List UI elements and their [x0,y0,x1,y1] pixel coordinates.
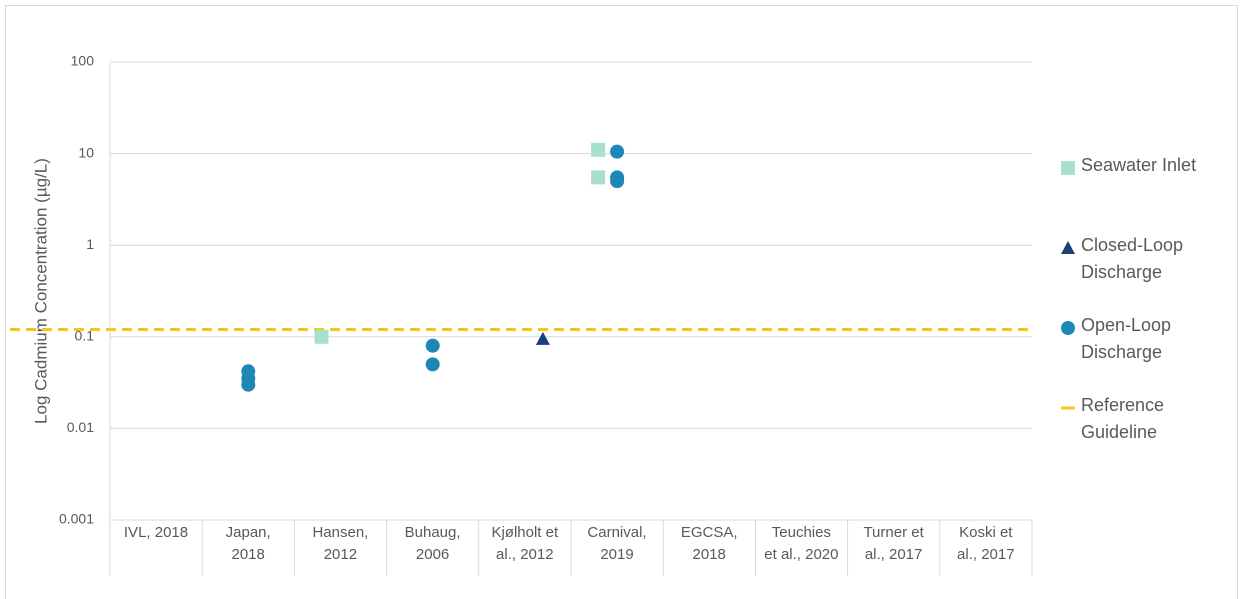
point [535,331,550,345]
point [610,144,625,159]
legend-label: Reference Guideline [1081,395,1165,442]
point [425,338,440,353]
legend-label: Seawater Inlet [1081,155,1197,175]
point [425,357,440,372]
legend-label: Closed-Loop Discharge [1081,235,1184,282]
point [591,142,606,157]
x-tick-label: Kjølholt et al., 2012 [491,524,559,563]
x-tick-label: Koski et al., 2017 [957,524,1015,563]
x-tick-label: Japan, 2018 [225,524,271,563]
y-tick-label: 1 [86,236,94,252]
x-tick-label: Hansen, 2012 [312,524,369,563]
y-tick-label: 0.001 [59,511,94,527]
y-tick-label: 0.1 [75,328,95,344]
x-tick-label: EGCSA, 2018 [680,524,738,563]
legend-swatch [1061,161,1075,175]
point [241,377,256,392]
legend-swatch [1061,321,1075,335]
legend-label: Open-Loop Discharge [1081,315,1172,362]
point [610,174,625,189]
x-tick-label: Carnival, 2019 [587,524,647,563]
y-tick-label: 100 [71,53,95,69]
x-tick-label: Buhaug, 2006 [404,524,461,563]
y-tick-label: 0.01 [67,419,94,435]
point [591,170,606,185]
point [314,329,329,344]
x-tick-label: Turner et al., 2017 [863,524,924,563]
x-tick-label: IVL, 2018 [123,524,189,541]
y-axis-title: Log Cadmium Concentration (µg/L) [31,158,50,424]
legend-swatch [1061,241,1075,254]
y-tick-label: 10 [78,144,94,160]
frame [5,5,1238,599]
x-tick-label: Teuchies et al., 2020 [764,524,839,563]
